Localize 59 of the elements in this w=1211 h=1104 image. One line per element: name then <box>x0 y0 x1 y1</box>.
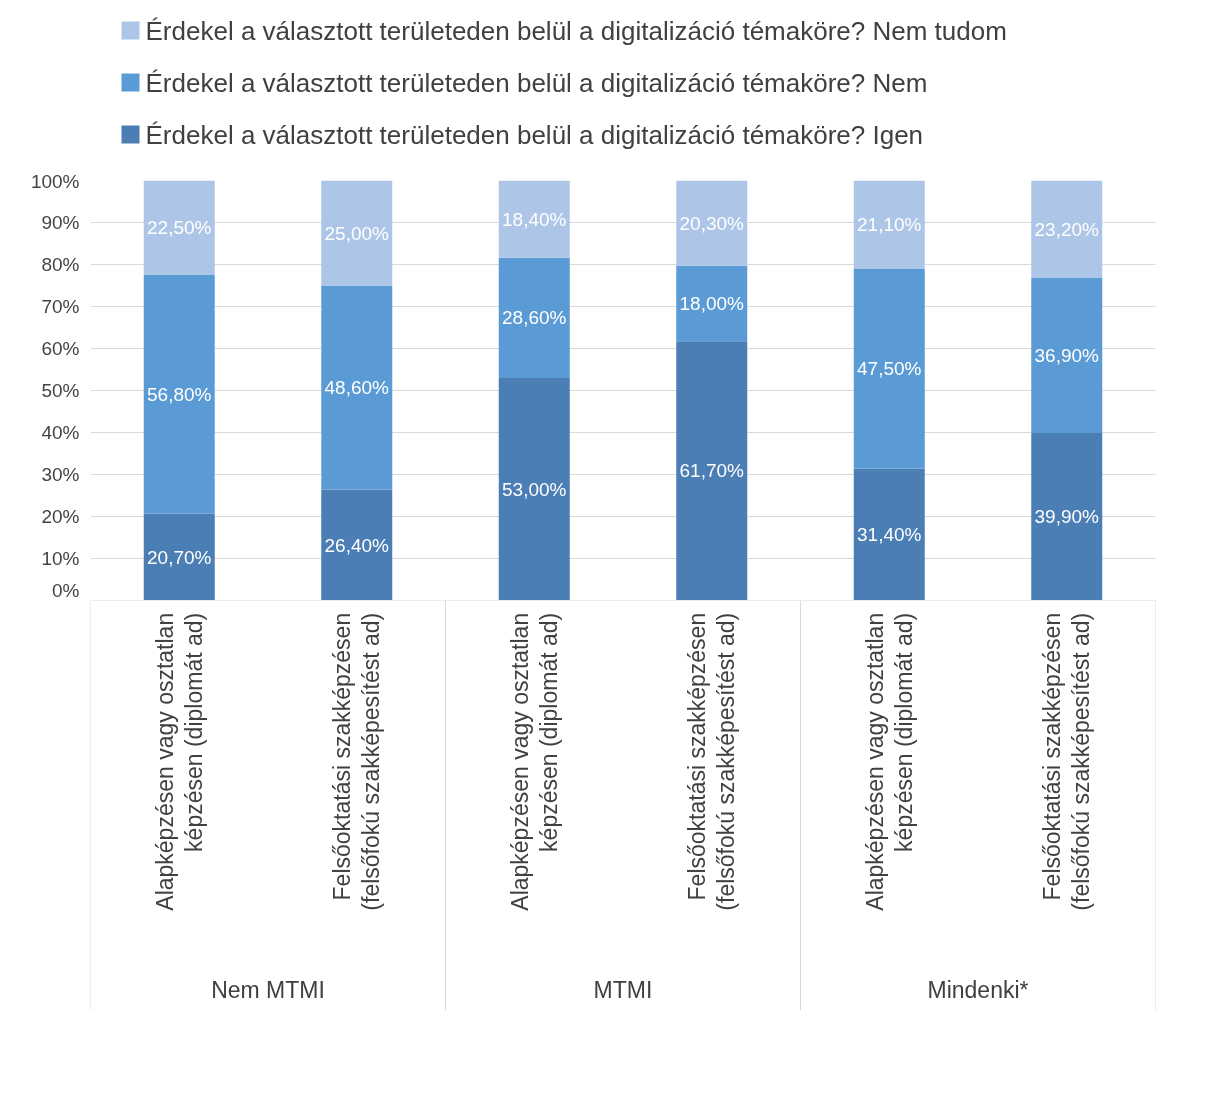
legend-label: Érdekel a választott területeden belül a digitalizáció témaköre? Igen <box>145 119 924 150</box>
data-label: 47,50% <box>857 358 922 380</box>
x-tick-label: Alapképzésen vagy osztatlan képzésen (diplomát ad) <box>506 612 562 911</box>
data-label: 53,00% <box>502 478 567 500</box>
y-tick-label: 50% <box>41 380 80 401</box>
bar <box>498 257 570 378</box>
y-tick-label: 90% <box>41 212 80 233</box>
legend-label: Érdekel a választott területeden belül a digitalizáció témaköre? Nem tudom <box>145 15 1007 46</box>
y-tick-label: 30% <box>41 464 80 485</box>
y-tick-label: 100% <box>30 170 80 192</box>
bar <box>143 275 215 514</box>
data-label: 26,40% <box>324 534 390 556</box>
y-tick-label: 20% <box>41 506 80 527</box>
data-label: 25,00% <box>324 222 390 244</box>
bar <box>853 180 925 270</box>
bar <box>853 269 925 469</box>
y-tick-label: 70% <box>41 296 80 317</box>
x-tick-label: Felsőoktatási szakképzésen (felsőfokú szakképesítést ad) <box>329 612 385 911</box>
data-label: 48,60% <box>324 377 390 399</box>
bar <box>321 180 393 286</box>
data-label: 20,70% <box>147 546 212 568</box>
y-tick-label: 0% <box>52 579 80 601</box>
bar <box>321 489 393 600</box>
data-label: 31,40% <box>857 524 922 546</box>
bar <box>853 468 925 600</box>
bar <box>321 285 393 490</box>
text: Nem MTMI <box>211 977 325 1003</box>
bar <box>1031 180 1103 278</box>
data-label: 22,50% <box>147 217 212 239</box>
bar <box>498 377 570 600</box>
data-label: 21,10% <box>857 214 922 236</box>
data-label: 18,40% <box>502 208 567 230</box>
x-tick-label: Alapképzésen vagy osztatlan képzésen (diplomát ad) <box>151 612 207 911</box>
y-tick-label: 10% <box>41 548 80 569</box>
y-tick-label: 80% <box>41 254 80 275</box>
data-label: 36,90% <box>1034 344 1100 366</box>
bar <box>676 265 748 342</box>
x-tick-label: Alapképzésen vagy osztatlan képzésen (diplomát ad) <box>861 612 917 911</box>
bar <box>676 180 748 266</box>
bar <box>143 513 215 600</box>
x-tick-label: Felsőoktatási szakképzésen (felsőfokú szakképesítést ad) <box>1039 612 1095 911</box>
data-label: 20,30% <box>679 212 745 234</box>
data-label: 61,70% <box>679 460 745 482</box>
data-label: 56,80% <box>147 383 212 405</box>
data-label: 39,90% <box>1034 506 1100 528</box>
bar <box>1031 277 1103 433</box>
bar <box>1031 432 1103 600</box>
bar <box>498 180 570 258</box>
legend-label: Érdekel a választott területeden belül a digitalizáció témaköre? Nem <box>145 67 928 98</box>
data-label: 28,60% <box>502 307 567 329</box>
text: Mindenki* <box>927 977 1029 1003</box>
bar <box>676 341 748 600</box>
data-label: 23,20% <box>1034 218 1100 240</box>
x-tick-label: Felsőoktatási szakképzésen (felsőfokú szakképesítést ad) <box>684 612 740 911</box>
text: MTMI <box>593 977 653 1003</box>
data-label: 18,00% <box>679 293 745 315</box>
y-tick-label: 40% <box>41 422 80 443</box>
y-tick-label: 60% <box>41 338 80 359</box>
bar <box>143 180 215 275</box>
